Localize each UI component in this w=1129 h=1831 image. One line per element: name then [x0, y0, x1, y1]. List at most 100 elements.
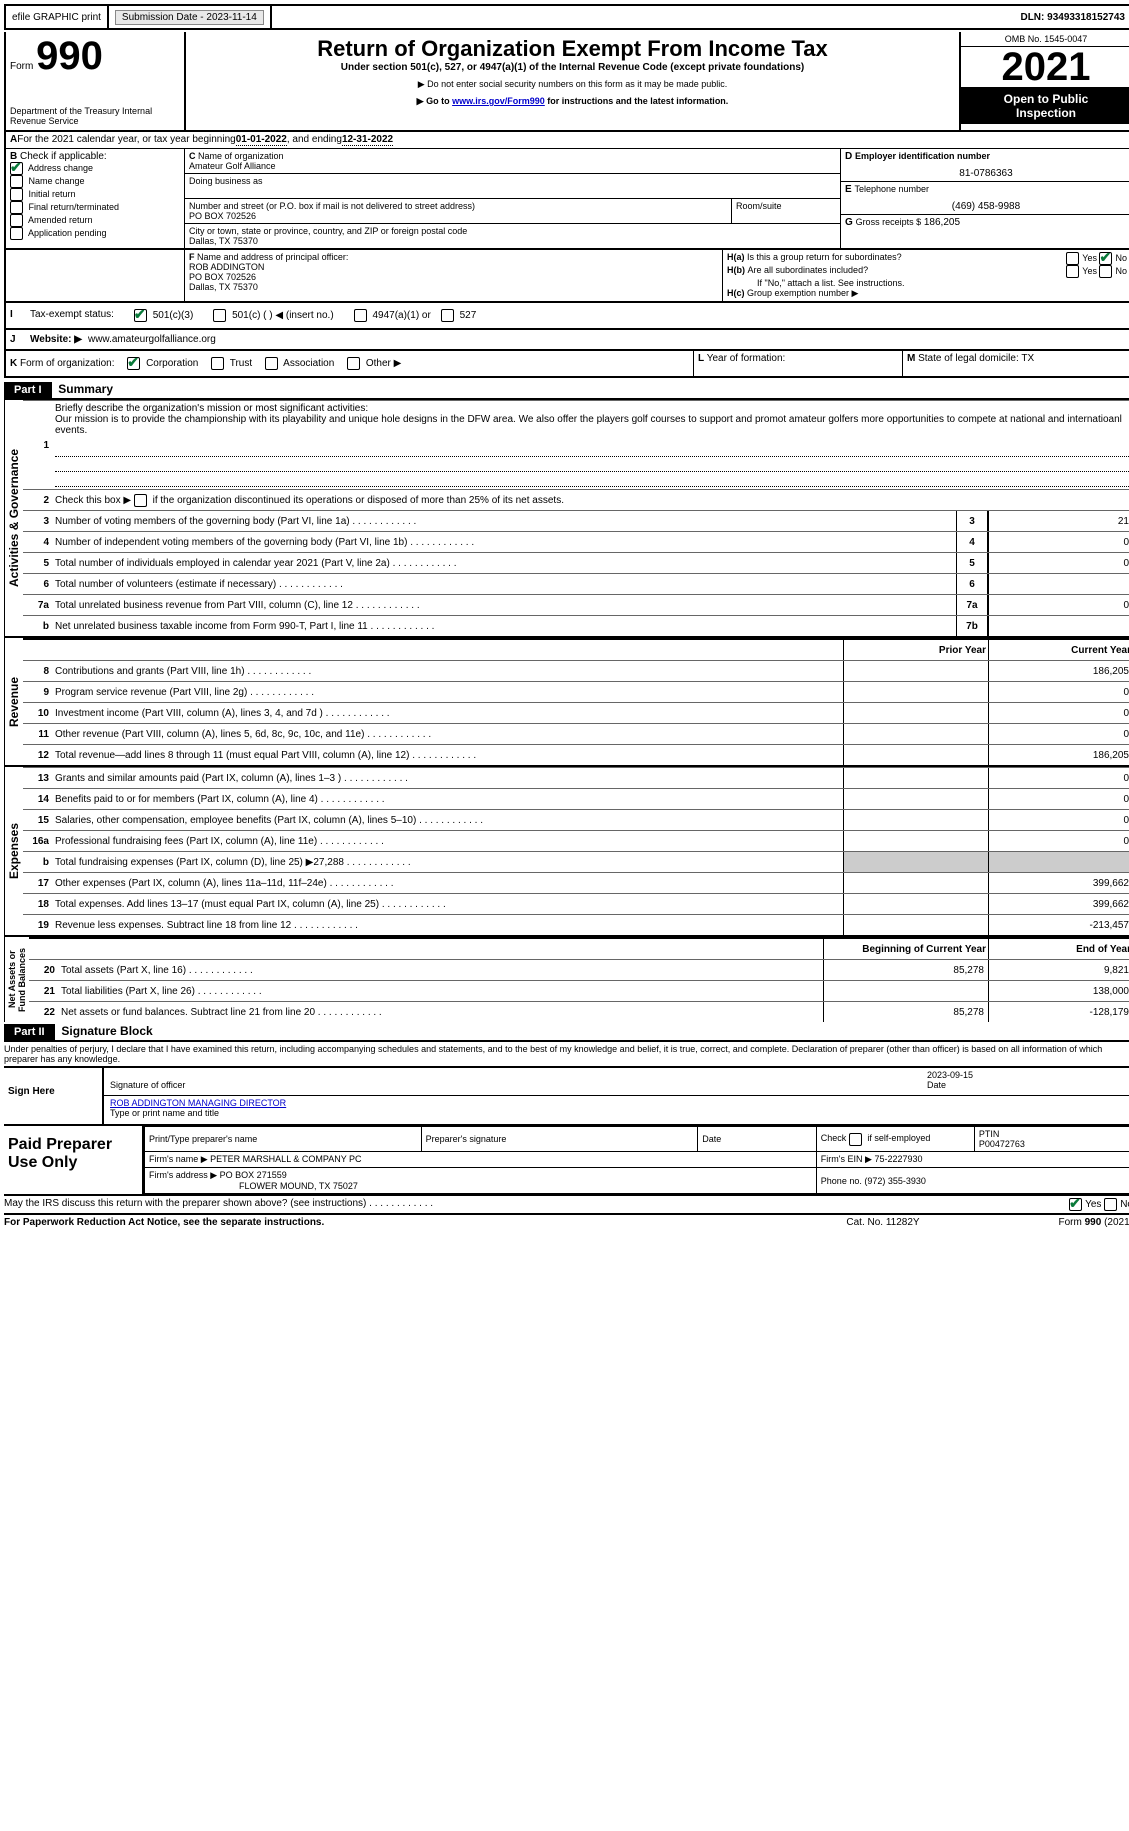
period-mid: , and ending	[287, 134, 342, 146]
dba-label: Doing business as	[189, 176, 263, 186]
sig-date: 2023-09-15	[927, 1070, 973, 1080]
b-check-4[interactable]	[10, 214, 23, 227]
hb-no[interactable]	[1099, 265, 1112, 278]
firm-addr1: PO BOX 271559	[220, 1170, 287, 1180]
col-curr: Current Year	[988, 640, 1129, 660]
discuss-no[interactable]	[1104, 1198, 1117, 1211]
submission-date-button[interactable]: Submission Date - 2023-11-14	[115, 10, 264, 25]
exp-lines: 13Grants and similar amounts paid (Part …	[23, 767, 1129, 935]
officer-name: ROB ADDINGTON	[189, 262, 264, 272]
form-subtitle: Under section 501(c), 527, or 4947(a)(1)…	[190, 62, 955, 73]
note-goto-post: for instructions and the latest informat…	[545, 96, 729, 106]
na-lines: Beginning of Current Year End of Year 20…	[29, 937, 1129, 1022]
ein-value: 81-0786363	[845, 168, 1127, 179]
website-value: www.amateurgolfalliance.org	[88, 334, 216, 345]
b-check-2[interactable]	[10, 188, 23, 201]
na-section: Net Assets or Fund Balances Beginning of…	[4, 935, 1129, 1022]
sig-date-label: Date	[927, 1080, 946, 1090]
open-inspection: Open to Public Inspection	[961, 88, 1129, 124]
declaration: Under penalties of perjury, I declare th…	[4, 1040, 1129, 1066]
section-F: F Name and address of principal officer:…	[185, 250, 722, 301]
efile-label: efile GRAPHIC print	[6, 6, 109, 28]
note-goto-pre: Go to	[426, 96, 452, 106]
firm-name-label: Firm's name ▶	[149, 1154, 208, 1164]
part1-badge: Part I	[4, 382, 52, 398]
ha-label: Is this a group return for subordinates?	[747, 252, 902, 262]
entity-block: B Check if applicable: Address change Na…	[4, 149, 1129, 250]
firm-phone-label: Phone no.	[821, 1176, 862, 1186]
rev-section: Revenue Prior Year Current Year 8Contrib…	[4, 636, 1129, 765]
firm-addr2: FLOWER MOUND, TX 75027	[239, 1181, 358, 1191]
ha-yes[interactable]	[1066, 252, 1079, 265]
ptin-label: PTIN	[979, 1129, 1000, 1139]
ha-no[interactable]	[1099, 252, 1112, 265]
hb-yes[interactable]	[1066, 265, 1079, 278]
b-check-1[interactable]	[10, 175, 23, 188]
hb-note: If "No," attach a list. See instructions…	[757, 278, 1127, 288]
blank-left	[6, 250, 185, 301]
i-527[interactable]	[441, 309, 454, 322]
org-addr: PO BOX 702526	[189, 211, 256, 221]
part2-title: Signature Block	[61, 1024, 152, 1038]
section-DEG: D Employer identification number81-07863…	[840, 149, 1129, 248]
b-check-3[interactable]	[10, 201, 23, 214]
discuss-yes[interactable]	[1069, 1198, 1082, 1211]
paid-preparer-block: Paid Preparer Use Only Print/Type prepar…	[4, 1124, 1129, 1196]
i-4947[interactable]	[354, 309, 367, 322]
firm-name: PETER MARSHALL & COMPANY PC	[210, 1154, 361, 1164]
col-begin: Beginning of Current Year	[823, 939, 988, 959]
b-check-0[interactable]	[10, 162, 23, 175]
part1-header-row: Part I Summary	[4, 382, 1129, 398]
period-line: A For the 2021 calendar year, or tax yea…	[4, 132, 1129, 149]
preparer-table: Print/Type preparer's name Preparer's si…	[144, 1126, 1129, 1194]
col-prior: Prior Year	[843, 640, 988, 660]
form-header: Form 990 Department of the Treasury Inte…	[4, 32, 1129, 132]
k-assoc[interactable]	[265, 357, 278, 370]
section-KLM: K Form of organization: Corporation Trus…	[4, 351, 1129, 378]
dept-label: Department of the Treasury Internal Reve…	[10, 106, 180, 126]
city-label: City or town, state or province, country…	[189, 226, 467, 236]
self-employed-checkbox[interactable]	[849, 1133, 862, 1146]
f-label: Name and address of principal officer:	[197, 252, 348, 262]
part2-badge: Part II	[4, 1024, 55, 1040]
addr-label: Number and street (or P.O. box if mail i…	[189, 201, 475, 211]
k-other[interactable]	[347, 357, 360, 370]
header-mid: Return of Organization Exempt From Incom…	[186, 32, 959, 130]
org-city: Dallas, TX 75370	[189, 236, 258, 246]
room-label: Room/suite	[731, 199, 840, 223]
discuss-row: May the IRS discuss this return with the…	[4, 1196, 1129, 1215]
part2-header-row: Part II Signature Block	[4, 1024, 1129, 1040]
m-label: State of legal domicile:	[918, 353, 1019, 364]
fh-block: F Name and address of principal officer:…	[4, 250, 1129, 303]
line2-checkbox[interactable]	[134, 494, 147, 507]
i-501c3[interactable]	[134, 309, 147, 322]
i-501c[interactable]	[213, 309, 226, 322]
vlabel-rev: Revenue	[4, 638, 23, 765]
vlabel-ag: Activities & Governance	[4, 400, 23, 636]
gross-receipts: 186,205	[924, 217, 960, 228]
officer-addr2: Dallas, TX 75370	[189, 282, 258, 292]
prep-date-label: Date	[698, 1127, 817, 1152]
l-label: Year of formation:	[707, 353, 786, 364]
j-label: Website: ▶	[30, 334, 82, 345]
section-I: I Tax-exempt status: 501(c)(3) 501(c) ( …	[4, 303, 1129, 330]
d-label: Employer identification number	[855, 151, 990, 161]
k-trust[interactable]	[211, 357, 224, 370]
k-corp[interactable]	[127, 357, 140, 370]
note-ssn: Do not enter social security numbers on …	[427, 79, 727, 89]
top-bar: efile GRAPHIC print Submission Date - 20…	[4, 4, 1129, 30]
sign-here-label: Sign Here	[4, 1068, 102, 1124]
ptin-value: P00472763	[979, 1139, 1025, 1149]
spacer	[272, 6, 1015, 28]
b-label: Check if applicable:	[20, 151, 107, 162]
m-val: TX	[1021, 353, 1034, 364]
k-label: Form of organization:	[20, 358, 115, 369]
b-check-5[interactable]	[10, 227, 23, 240]
officer-name-title[interactable]: ROB ADDINGTON MANAGING DIRECTOR	[110, 1098, 286, 1108]
g-label: Gross receipts $	[856, 217, 922, 227]
name-title-label: Type or print name and title	[110, 1108, 219, 1118]
firm-ein: 75-2227930	[874, 1154, 922, 1164]
paperwork-notice: For Paperwork Reduction Act Notice, see …	[4, 1217, 783, 1228]
irs-link[interactable]: www.irs.gov/Form990	[452, 96, 545, 106]
part1-title: Summary	[58, 382, 113, 396]
